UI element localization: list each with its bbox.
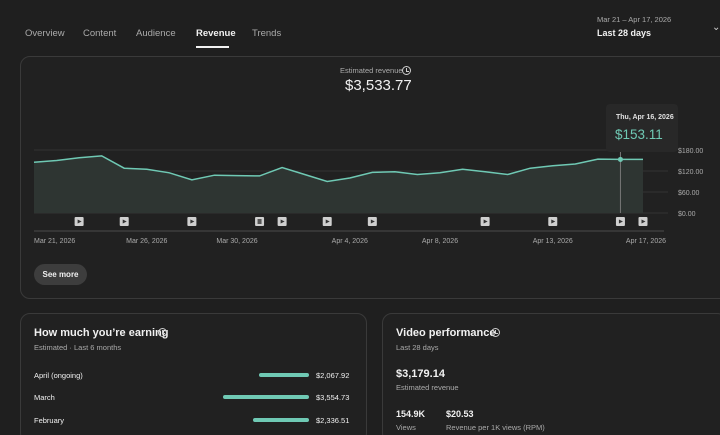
date-range-picker[interactable]: Mar 21 – Apr 17, 2026 Last 28 days [597, 15, 671, 38]
earnings-amount: $2,067.92 [316, 371, 350, 380]
earnings-card [20, 313, 367, 435]
video-marker-icon[interactable] [367, 217, 377, 226]
revenue-area [34, 155, 643, 213]
video-marker-icon[interactable] [322, 217, 332, 226]
x-tick-label: Mar 21, 2026 [34, 238, 75, 245]
earnings-bar [259, 373, 309, 377]
views-value: 154.9K [396, 409, 426, 419]
earnings-amount: $3,554.73 [316, 393, 350, 402]
video-marker-icon[interactable] [548, 217, 558, 226]
video-performance-subtitle: Last 28 days [396, 343, 439, 352]
x-tick-label: Apr 4, 2026 [332, 238, 368, 245]
tooltip-value: $153.11 [615, 127, 663, 142]
info-clock-icon[interactable] [402, 66, 411, 75]
video-performance-title: Video performance [396, 327, 496, 339]
x-tick-label: Apr 8, 2026 [422, 238, 458, 245]
tab-audience[interactable]: Audience [136, 28, 176, 39]
tab-revenue[interactable]: Revenue [196, 28, 236, 39]
earnings-month: April (ongoing) [34, 371, 83, 380]
hover-point [617, 156, 623, 162]
tooltip-date: Thu, Apr 16, 2026 [616, 114, 674, 121]
short-marker-icon[interactable] [255, 217, 265, 226]
video-revenue-label: Estimated revenue [396, 383, 459, 392]
y-tick-label: $180.00 [678, 148, 703, 155]
estimated-revenue-label: Estimated revenue [340, 66, 403, 75]
rpm-label: Revenue per 1K views (RPM) [446, 423, 545, 432]
y-tick-label: $120.00 [678, 169, 703, 176]
revenue-chart: $180.00 $120.00 $60.00 $0.00 Mar 21, 2026 Ma… [33, 148, 703, 245]
earnings-bar [223, 395, 309, 399]
video-marker-icon[interactable] [187, 217, 197, 226]
rpm-value: $20.53 [446, 409, 474, 419]
earnings-subtitle: Estimated · Last 6 months [34, 343, 122, 352]
tab-content[interactable]: Content [83, 28, 117, 39]
x-tick-label: Mar 30, 2026 [216, 238, 257, 245]
active-tab-indicator [196, 46, 229, 48]
earnings-month: February [34, 416, 65, 425]
chevron-down-icon[interactable]: ⌄ [712, 22, 720, 33]
tab-overview[interactable]: Overview [25, 28, 65, 39]
earnings-title: How much you’re earning [34, 327, 169, 339]
revenue-line [33, 155, 643, 183]
video-marker-icon[interactable] [638, 217, 648, 226]
earnings-bar [253, 418, 309, 422]
video-performance-card [382, 313, 720, 435]
y-tick-label: $0.00 [678, 211, 696, 218]
video-marker-icon[interactable] [74, 217, 84, 226]
estimated-revenue-value: $3,533.77 [345, 77, 412, 94]
video-revenue-value: $3,179.14 [396, 368, 445, 380]
earnings-amount: $2,336.51 [316, 416, 350, 425]
analytics-tabs: Overview Content Audience Revenue Trends [0, 0, 720, 54]
tab-trends[interactable]: Trends [252, 28, 282, 39]
x-tick-label: Apr 13, 2026 [533, 238, 573, 245]
date-range-label: Last 28 days [597, 28, 652, 38]
x-tick-label: Apr 17, 2026 [626, 238, 666, 245]
video-marker-icon[interactable] [119, 217, 129, 226]
y-tick-label: $60.00 [678, 190, 700, 197]
earnings-month: March [34, 393, 55, 402]
views-label: Views [396, 423, 416, 432]
info-clock-icon[interactable] [158, 328, 167, 337]
video-marker-icon[interactable] [615, 217, 625, 226]
video-marker-icon[interactable] [277, 217, 287, 226]
date-range-dates: Mar 21 – Apr 17, 2026 [597, 15, 672, 24]
chart-tooltip: Thu, Apr 16, 2026 $153.11 [606, 104, 678, 152]
video-marker-icon[interactable] [480, 217, 490, 226]
info-clock-icon[interactable] [491, 328, 500, 337]
see-more-button[interactable]: See more [34, 264, 87, 285]
x-tick-label: Mar 26, 2026 [126, 238, 167, 245]
